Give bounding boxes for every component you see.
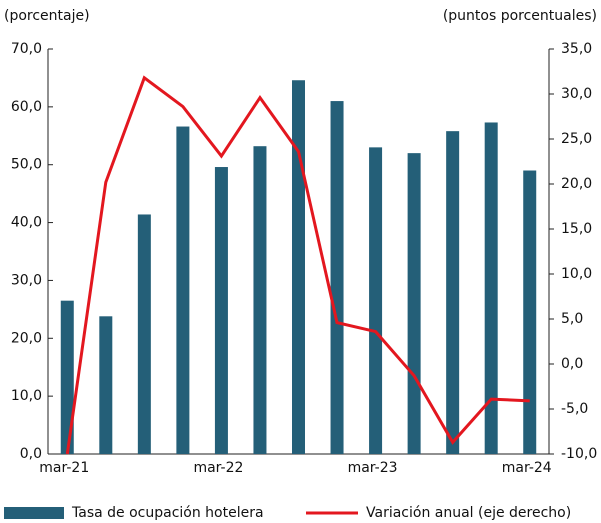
y-tick-label: 0,0 bbox=[20, 446, 42, 462]
bar bbox=[137, 214, 151, 454]
line bbox=[65, 75, 530, 455]
y2-tick-label: 35,0 bbox=[561, 41, 592, 57]
x-tick-label: mar-24 bbox=[502, 460, 552, 476]
y2-tick-label: 5,0 bbox=[561, 311, 583, 327]
y-tick-label: 10,0 bbox=[11, 388, 42, 404]
legend-label: Tasa de ocupación hotelera bbox=[71, 505, 264, 521]
bar bbox=[484, 122, 498, 454]
bar bbox=[407, 153, 421, 454]
y-tick-label: 30,0 bbox=[11, 272, 42, 288]
left-axis-title: (porcentaje) bbox=[4, 8, 90, 24]
bar bbox=[330, 101, 344, 455]
x-tick-label: mar-23 bbox=[348, 460, 398, 476]
y-tick-label: 70,0 bbox=[11, 41, 42, 57]
bar bbox=[292, 80, 305, 454]
bar bbox=[99, 316, 113, 454]
x-tick-label: mar-21 bbox=[39, 460, 89, 476]
legend-label: Variación anual (eje derecho) bbox=[366, 505, 571, 521]
y2-tick-label: 10,0 bbox=[561, 266, 592, 282]
y-tick-label: 20,0 bbox=[11, 330, 42, 346]
bar bbox=[60, 300, 74, 454]
y2-tick-label: -5,0 bbox=[561, 401, 588, 417]
y2-tick-label: 30,0 bbox=[561, 86, 592, 102]
y2-tick-label: -10,0 bbox=[561, 446, 597, 462]
bar bbox=[446, 131, 460, 454]
x-tick-label: mar-22 bbox=[193, 460, 243, 476]
y2-tick-label: 25,0 bbox=[561, 131, 592, 147]
bar bbox=[369, 147, 383, 454]
legend-swatch bbox=[4, 507, 64, 519]
right-axis-title: (puntos porcentuales) bbox=[443, 8, 597, 24]
bar bbox=[214, 167, 228, 454]
bar bbox=[176, 126, 190, 455]
bar bbox=[523, 170, 537, 454]
y2-tick-label: 20,0 bbox=[561, 176, 592, 192]
y-tick-label: 60,0 bbox=[11, 99, 42, 115]
y-tick-label: 40,0 bbox=[11, 215, 42, 231]
y2-tick-label: 15,0 bbox=[561, 221, 592, 237]
y-tick-label: 50,0 bbox=[11, 157, 42, 173]
y2-tick-label: 0,0 bbox=[561, 356, 583, 372]
bar bbox=[253, 146, 267, 454]
